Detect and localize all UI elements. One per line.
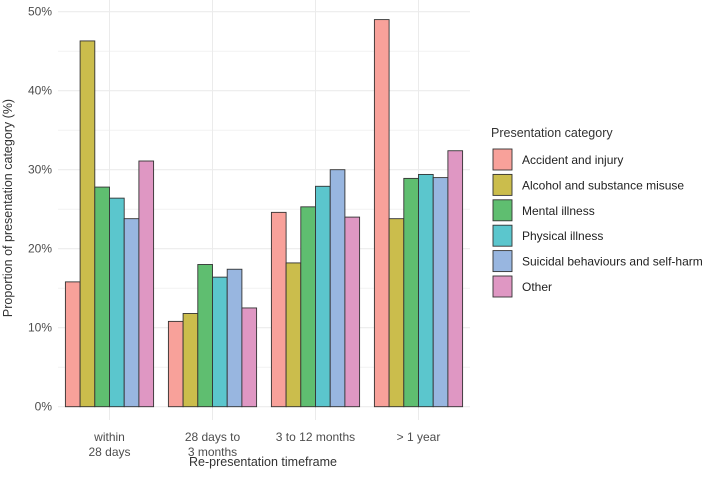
bar	[315, 185, 331, 408]
y-tick-label: 20%	[28, 242, 52, 256]
bar	[447, 150, 464, 408]
x-tick-label: 3 to 12 months	[276, 430, 355, 444]
y-tick-label: 0%	[35, 400, 53, 414]
bar	[226, 268, 243, 408]
bar	[329, 169, 346, 408]
bar	[64, 281, 81, 408]
legend-label: Other	[522, 280, 552, 294]
bar	[138, 160, 155, 408]
x-tick-label: within	[93, 430, 125, 444]
legend-swatch	[492, 250, 513, 273]
bar	[167, 320, 184, 408]
x-tick-label: 28 days	[88, 445, 130, 459]
legend-label: Physical illness	[522, 229, 603, 243]
y-tick-label: 30%	[28, 163, 52, 177]
bar	[123, 218, 140, 408]
legend-label: Suicidal behaviours and self-harm	[522, 255, 703, 269]
bar	[197, 264, 213, 408]
bar	[403, 177, 419, 408]
bar	[241, 307, 258, 408]
x-tick-label: 28 days to	[185, 430, 241, 444]
bar	[182, 313, 199, 408]
bar	[388, 218, 405, 408]
bar	[300, 206, 316, 408]
legend-swatch	[492, 199, 513, 222]
bar	[212, 276, 228, 408]
legend-label: Alcohol and substance misuse	[522, 178, 684, 192]
bar	[109, 197, 125, 408]
bar	[94, 186, 110, 408]
legend-swatch	[492, 275, 513, 298]
x-tick-label: > 1 year	[397, 430, 441, 444]
bar	[79, 40, 96, 408]
bar	[418, 173, 434, 408]
y-tick-label: 40%	[28, 84, 52, 98]
bar	[373, 19, 390, 408]
y-tick-label: 50%	[28, 5, 52, 19]
bar	[285, 262, 302, 408]
legend-title: Presentation category	[491, 126, 613, 140]
legend-label: Accident and injury	[522, 153, 623, 167]
legend-swatch	[492, 173, 513, 196]
bar	[344, 216, 361, 408]
x-tick-label: 3 months	[188, 445, 237, 459]
bar	[432, 177, 449, 408]
legend-swatch	[492, 224, 513, 247]
y-axis-label: Proportion of presentation category (%)	[1, 99, 15, 317]
y-tick-label: 10%	[28, 321, 52, 335]
bar	[270, 211, 287, 408]
legend-label: Mental illness	[522, 204, 595, 218]
legend-swatch	[492, 148, 513, 171]
x-axis-label: Re-presentation timeframe	[189, 455, 337, 469]
